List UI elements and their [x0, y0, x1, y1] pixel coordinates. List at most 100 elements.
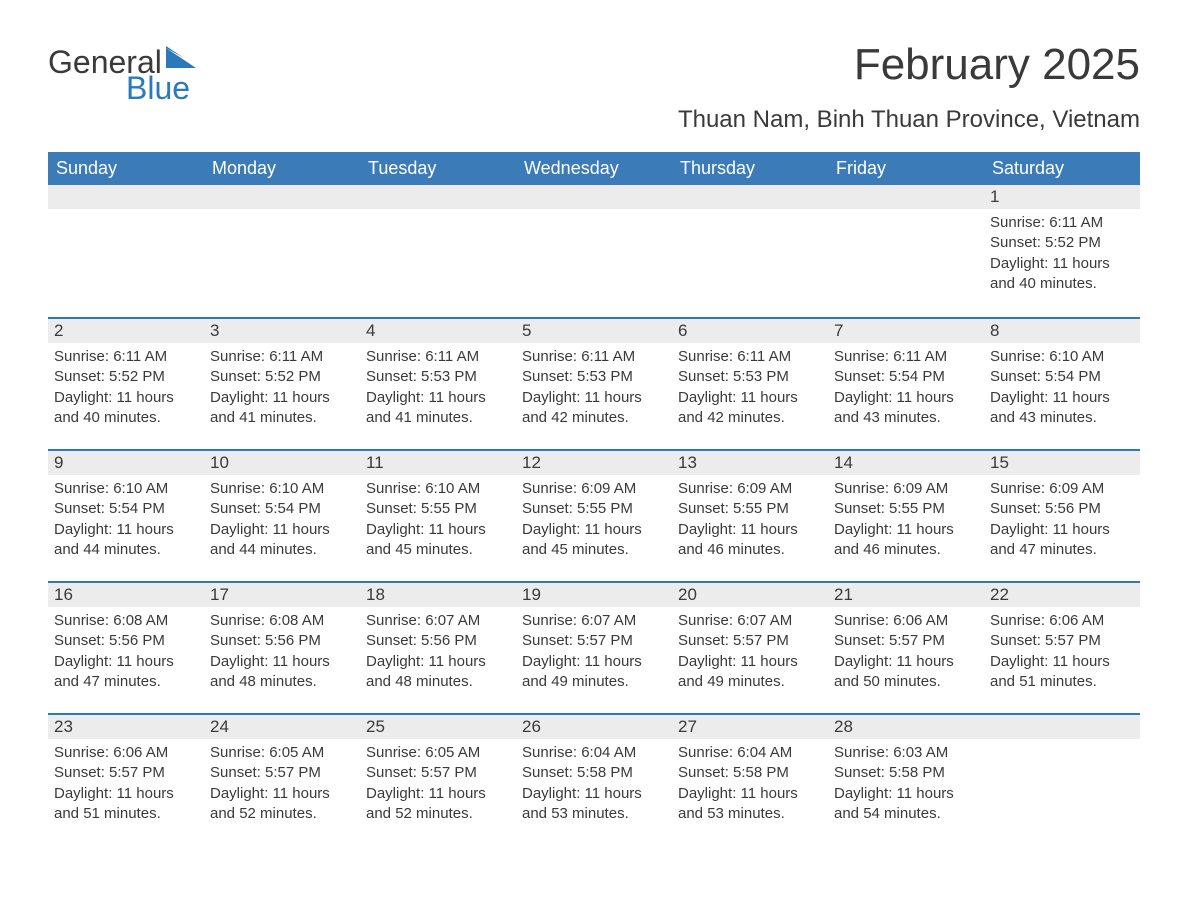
- day-body: Sunrise: 6:09 AMSunset: 5:55 PMDaylight:…: [672, 475, 828, 570]
- sunset-text: Sunset: 5:52 PM: [990, 233, 1134, 253]
- day-body: Sunrise: 6:10 AMSunset: 5:54 PMDaylight:…: [984, 343, 1140, 438]
- logo: General Blue: [48, 40, 196, 104]
- calendar-day: [672, 185, 828, 317]
- day-body: Sunrise: 6:10 AMSunset: 5:54 PMDaylight:…: [48, 475, 204, 570]
- daylight-text: Daylight: 11 hours and 40 minutes.: [54, 388, 198, 429]
- day-body: Sunrise: 6:08 AMSunset: 5:56 PMDaylight:…: [48, 607, 204, 702]
- sunset-text: Sunset: 5:55 PM: [834, 499, 978, 519]
- sunrise-text: Sunrise: 6:11 AM: [210, 347, 354, 367]
- sunrise-text: Sunrise: 6:11 AM: [678, 347, 822, 367]
- dow-cell: Monday: [204, 152, 360, 185]
- sunrise-text: Sunrise: 6:05 AM: [210, 743, 354, 763]
- calendar-day: 24Sunrise: 6:05 AMSunset: 5:57 PMDayligh…: [204, 715, 360, 845]
- calendar-day: 15Sunrise: 6:09 AMSunset: 5:56 PMDayligh…: [984, 451, 1140, 581]
- calendar-week: 9Sunrise: 6:10 AMSunset: 5:54 PMDaylight…: [48, 449, 1140, 581]
- sunset-text: Sunset: 5:57 PM: [366, 763, 510, 783]
- sunrise-text: Sunrise: 6:09 AM: [990, 479, 1134, 499]
- sunrise-text: Sunrise: 6:08 AM: [210, 611, 354, 631]
- day-number: 21: [828, 583, 984, 607]
- day-number: [672, 185, 828, 209]
- daylight-text: Daylight: 11 hours and 53 minutes.: [678, 784, 822, 825]
- sunset-text: Sunset: 5:57 PM: [522, 631, 666, 651]
- daylight-text: Daylight: 11 hours and 44 minutes.: [54, 520, 198, 561]
- sunrise-text: Sunrise: 6:05 AM: [366, 743, 510, 763]
- calendar-week: 1Sunrise: 6:11 AMSunset: 5:52 PMDaylight…: [48, 185, 1140, 317]
- sunrise-text: Sunrise: 6:11 AM: [990, 213, 1134, 233]
- day-number: 12: [516, 451, 672, 475]
- calendar-day: 8Sunrise: 6:10 AMSunset: 5:54 PMDaylight…: [984, 319, 1140, 449]
- sunset-text: Sunset: 5:53 PM: [366, 367, 510, 387]
- header-row: General Blue February 2025 Thuan Nam, Bi…: [48, 40, 1140, 144]
- calendar-day: 4Sunrise: 6:11 AMSunset: 5:53 PMDaylight…: [360, 319, 516, 449]
- day-number: 14: [828, 451, 984, 475]
- calendar-day: 9Sunrise: 6:10 AMSunset: 5:54 PMDaylight…: [48, 451, 204, 581]
- calendar-week: 2Sunrise: 6:11 AMSunset: 5:52 PMDaylight…: [48, 317, 1140, 449]
- calendar-day: 25Sunrise: 6:05 AMSunset: 5:57 PMDayligh…: [360, 715, 516, 845]
- daylight-text: Daylight: 11 hours and 44 minutes.: [210, 520, 354, 561]
- sunset-text: Sunset: 5:53 PM: [522, 367, 666, 387]
- daylight-text: Daylight: 11 hours and 50 minutes.: [834, 652, 978, 693]
- day-number: 16: [48, 583, 204, 607]
- day-number: 8: [984, 319, 1140, 343]
- calendar-day: 22Sunrise: 6:06 AMSunset: 5:57 PMDayligh…: [984, 583, 1140, 713]
- calendar-day: 18Sunrise: 6:07 AMSunset: 5:56 PMDayligh…: [360, 583, 516, 713]
- dow-cell: Saturday: [984, 152, 1140, 185]
- calendar-day: 13Sunrise: 6:09 AMSunset: 5:55 PMDayligh…: [672, 451, 828, 581]
- day-body: Sunrise: 6:09 AMSunset: 5:55 PMDaylight:…: [516, 475, 672, 570]
- day-body: Sunrise: 6:06 AMSunset: 5:57 PMDaylight:…: [984, 607, 1140, 702]
- day-body: Sunrise: 6:11 AMSunset: 5:52 PMDaylight:…: [204, 343, 360, 438]
- day-number: [828, 185, 984, 209]
- calendar-day: 10Sunrise: 6:10 AMSunset: 5:54 PMDayligh…: [204, 451, 360, 581]
- day-body: Sunrise: 6:04 AMSunset: 5:58 PMDaylight:…: [672, 739, 828, 834]
- daylight-text: Daylight: 11 hours and 46 minutes.: [834, 520, 978, 561]
- daylight-text: Daylight: 11 hours and 41 minutes.: [210, 388, 354, 429]
- sunrise-text: Sunrise: 6:11 AM: [366, 347, 510, 367]
- sunrise-text: Sunrise: 6:08 AM: [54, 611, 198, 631]
- day-number: [516, 185, 672, 209]
- dow-cell: Friday: [828, 152, 984, 185]
- daylight-text: Daylight: 11 hours and 48 minutes.: [366, 652, 510, 693]
- day-body: Sunrise: 6:11 AMSunset: 5:52 PMDaylight:…: [48, 343, 204, 438]
- day-of-week-header: SundayMondayTuesdayWednesdayThursdayFrid…: [48, 152, 1140, 185]
- calendar-day: 1Sunrise: 6:11 AMSunset: 5:52 PMDaylight…: [984, 185, 1140, 317]
- sunrise-text: Sunrise: 6:11 AM: [522, 347, 666, 367]
- day-body: Sunrise: 6:08 AMSunset: 5:56 PMDaylight:…: [204, 607, 360, 702]
- sunrise-text: Sunrise: 6:06 AM: [834, 611, 978, 631]
- day-number: 9: [48, 451, 204, 475]
- sunset-text: Sunset: 5:55 PM: [366, 499, 510, 519]
- sunrise-text: Sunrise: 6:03 AM: [834, 743, 978, 763]
- day-body: Sunrise: 6:11 AMSunset: 5:53 PMDaylight:…: [516, 343, 672, 438]
- sunrise-text: Sunrise: 6:07 AM: [522, 611, 666, 631]
- calendar-day: [48, 185, 204, 317]
- daylight-text: Daylight: 11 hours and 51 minutes.: [54, 784, 198, 825]
- daylight-text: Daylight: 11 hours and 47 minutes.: [990, 520, 1134, 561]
- sunset-text: Sunset: 5:57 PM: [210, 763, 354, 783]
- sunset-text: Sunset: 5:54 PM: [210, 499, 354, 519]
- sunrise-text: Sunrise: 6:06 AM: [54, 743, 198, 763]
- sunset-text: Sunset: 5:54 PM: [834, 367, 978, 387]
- calendar-day: 3Sunrise: 6:11 AMSunset: 5:52 PMDaylight…: [204, 319, 360, 449]
- day-number: 28: [828, 715, 984, 739]
- calendar-day: 12Sunrise: 6:09 AMSunset: 5:55 PMDayligh…: [516, 451, 672, 581]
- weeks-container: 1Sunrise: 6:11 AMSunset: 5:52 PMDaylight…: [48, 185, 1140, 845]
- flag-icon: [166, 46, 196, 72]
- day-number: [204, 185, 360, 209]
- month-title: February 2025: [678, 40, 1140, 90]
- day-body: [672, 209, 828, 223]
- sunrise-text: Sunrise: 6:11 AM: [54, 347, 198, 367]
- logo-text-blue: Blue: [126, 72, 196, 104]
- day-number: 2: [48, 319, 204, 343]
- sunset-text: Sunset: 5:53 PM: [678, 367, 822, 387]
- calendar-day: [516, 185, 672, 317]
- day-body: Sunrise: 6:07 AMSunset: 5:56 PMDaylight:…: [360, 607, 516, 702]
- day-number: 18: [360, 583, 516, 607]
- day-number: [984, 715, 1140, 739]
- sunset-text: Sunset: 5:56 PM: [990, 499, 1134, 519]
- sunrise-text: Sunrise: 6:04 AM: [678, 743, 822, 763]
- sunset-text: Sunset: 5:58 PM: [834, 763, 978, 783]
- calendar-day: 11Sunrise: 6:10 AMSunset: 5:55 PMDayligh…: [360, 451, 516, 581]
- day-body: [984, 739, 1140, 753]
- calendar-day: [828, 185, 984, 317]
- day-body: Sunrise: 6:10 AMSunset: 5:54 PMDaylight:…: [204, 475, 360, 570]
- sunrise-text: Sunrise: 6:07 AM: [366, 611, 510, 631]
